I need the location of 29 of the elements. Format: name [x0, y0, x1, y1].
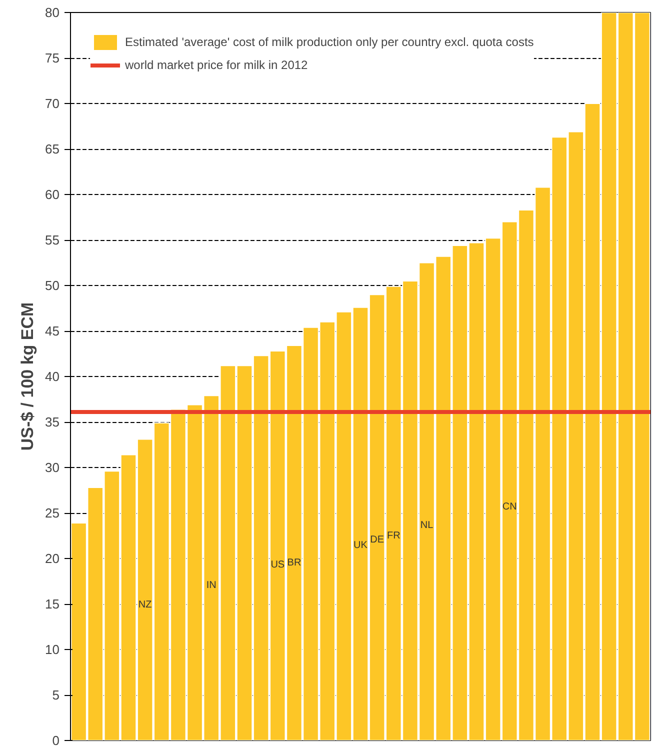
y-tick-label: 50: [45, 278, 60, 293]
y-tick-label: 60: [45, 187, 60, 202]
x-tick-label: IN: [206, 580, 216, 591]
y-tick-label: 40: [45, 369, 60, 384]
y-tick-label: 0: [52, 733, 60, 748]
y-tick-label: 75: [45, 50, 60, 66]
y-tick-label: 25: [45, 506, 60, 520]
y-tick-label: 70: [45, 96, 60, 111]
x-tick-label: FR: [386, 530, 400, 542]
y-axis-title: US-$ / 100 kg ECM: [18, 302, 38, 451]
legend-label: world market price for milk in 2012: [125, 58, 308, 72]
y-tick-label: 65: [45, 142, 60, 156]
y-tick-label: 55: [45, 232, 60, 248]
y-tick-label: 45: [45, 324, 60, 338]
x-tick-label: UK: [354, 540, 368, 552]
y-tick-label: 10: [45, 642, 60, 657]
x-tick-label: CN: [502, 502, 517, 513]
y-tick-label: 15: [45, 596, 60, 612]
x-tick-label: DE: [370, 534, 384, 546]
x-tick-label: NL: [420, 520, 434, 532]
y-tick-label: 20: [45, 551, 60, 566]
y-tick-label: 30: [45, 460, 60, 475]
x-tick-label: US: [270, 560, 285, 571]
y-tick-label: 35: [45, 414, 60, 430]
x-tick-label: BR: [287, 557, 302, 568]
x-tick-label: NZ: [138, 599, 152, 610]
y-tick-label: 80: [45, 5, 60, 20]
legend-label: Estimated 'average' cost of milk production only per country excl. quota costs: [125, 35, 534, 49]
y-tick-label: 5: [52, 688, 60, 702]
